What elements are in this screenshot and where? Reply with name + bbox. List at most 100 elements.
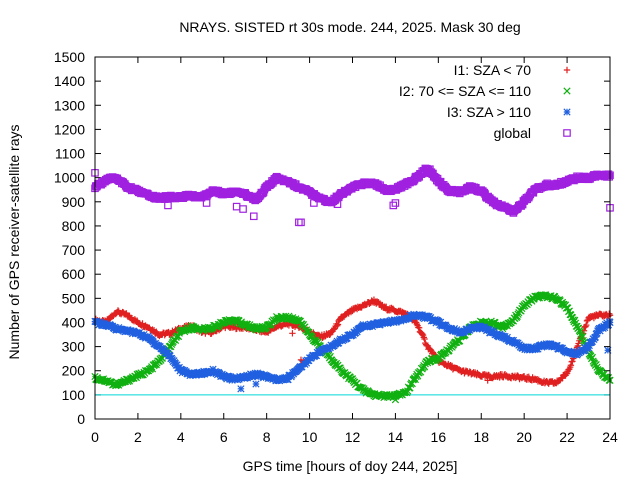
legend-marker (563, 129, 571, 137)
legend-label: I1: SZA < 70 (454, 62, 532, 78)
data-point (559, 375, 566, 382)
y-tick-label: 200 (62, 363, 86, 379)
legend-marker (563, 66, 571, 74)
x-tick-label: 20 (516, 429, 532, 445)
outlier-point (239, 205, 247, 213)
legend-label: I3: SZA > 110 (447, 104, 531, 120)
y-tick-label: 300 (62, 339, 86, 355)
data-point (567, 362, 575, 369)
outlier-point (604, 346, 612, 354)
y-tick-label: 0 (77, 411, 85, 427)
data-point (605, 172, 614, 181)
data-point (563, 370, 570, 378)
data-point (584, 344, 593, 352)
outlier-point (310, 199, 318, 207)
data-point (582, 323, 589, 330)
x-tick-label: 0 (91, 429, 99, 445)
data-point (419, 330, 426, 338)
x-tick-label: 12 (345, 429, 361, 445)
data-point (569, 358, 576, 365)
data-point (314, 338, 322, 346)
data-point (343, 334, 351, 342)
outlier-point (232, 202, 241, 211)
outlier-point (164, 201, 172, 210)
outlier-point (202, 199, 211, 207)
x-tick-label: 8 (263, 429, 271, 445)
plot-frame (94, 56, 611, 420)
x-tick-label: 14 (388, 429, 404, 445)
y-tick-label: 1000 (54, 170, 85, 186)
data-point (517, 307, 525, 315)
data-point (601, 323, 609, 332)
data-point (170, 357, 178, 365)
outlier-point (297, 218, 305, 227)
x-tick-label: 4 (177, 429, 185, 445)
data-point (403, 389, 411, 397)
y-tick-label: 400 (62, 314, 86, 330)
y-tick-label: 1100 (55, 146, 85, 162)
outlier-point (289, 330, 296, 337)
tick-marks: 0100200300400500600700800900100011001200… (54, 49, 618, 445)
data-point (353, 328, 361, 336)
data-point (422, 341, 430, 348)
series-global (91, 164, 614, 217)
outlier-point (297, 356, 305, 364)
outlier-point (249, 212, 258, 221)
outlier-point (333, 200, 342, 209)
x-tick-label: 18 (473, 429, 489, 445)
y-tick-label: 700 (62, 242, 86, 258)
data-point (461, 327, 469, 336)
outlier-point (391, 199, 400, 207)
data-point (167, 342, 175, 351)
legend-marker (563, 108, 571, 116)
x-tick-label: 24 (602, 429, 618, 445)
x-tick-label: 2 (134, 429, 142, 445)
y-tick-label: 1300 (54, 97, 85, 113)
data-point (450, 324, 459, 333)
data-point (534, 345, 542, 353)
data-point (503, 333, 511, 342)
data-point (574, 324, 583, 332)
y-tick-label: 100 (62, 387, 86, 403)
data-point (604, 170, 613, 179)
data-point (591, 333, 600, 341)
legend: I1: SZA < 70 I2: 70 <= SZA <= 110 I3: SZA … (399, 62, 571, 141)
data-point (109, 322, 117, 330)
data-point (334, 321, 342, 328)
data-point (421, 335, 428, 343)
y-tick-label: 500 (62, 290, 86, 306)
x-tick-label: 16 (431, 429, 447, 445)
series-i1-sza-70 (91, 296, 614, 387)
outlier-point (295, 218, 303, 227)
data-point (482, 325, 490, 333)
legend-marker (563, 87, 571, 95)
x-axis-label: GPS time [hours of doy 244, 2025] (243, 458, 458, 474)
data-point (583, 317, 591, 325)
data-point (583, 321, 590, 329)
data-points (91, 164, 614, 404)
chart-title: NRAYS. SISTED rt 30s mode. 244, 2025. Ma… (179, 19, 520, 35)
y-axis-label: Number of GPS receiver-satellite rays (6, 125, 22, 360)
data-point (333, 322, 341, 329)
x-tick-label: 6 (220, 429, 228, 445)
data-point (501, 332, 509, 341)
outlier-point (237, 385, 245, 393)
y-tick-label: 600 (62, 266, 86, 282)
data-point (576, 328, 584, 336)
data-point (227, 373, 235, 381)
data-point (585, 341, 593, 350)
data-point (415, 324, 423, 331)
data-point (606, 310, 613, 317)
data-point (413, 320, 421, 328)
data-point (569, 316, 577, 324)
y-tick-label: 900 (62, 194, 86, 210)
outlier-point (252, 380, 260, 388)
outlier-point (389, 201, 398, 210)
series-i3-sza-110 (91, 310, 614, 385)
y-tick-label: 1500 (54, 49, 85, 65)
legend-label: I2: 70 <= SZA <= 110 (399, 83, 531, 99)
y-tick-label: 800 (62, 218, 86, 234)
x-tick-label: 10 (302, 429, 318, 445)
data-point (166, 352, 174, 360)
